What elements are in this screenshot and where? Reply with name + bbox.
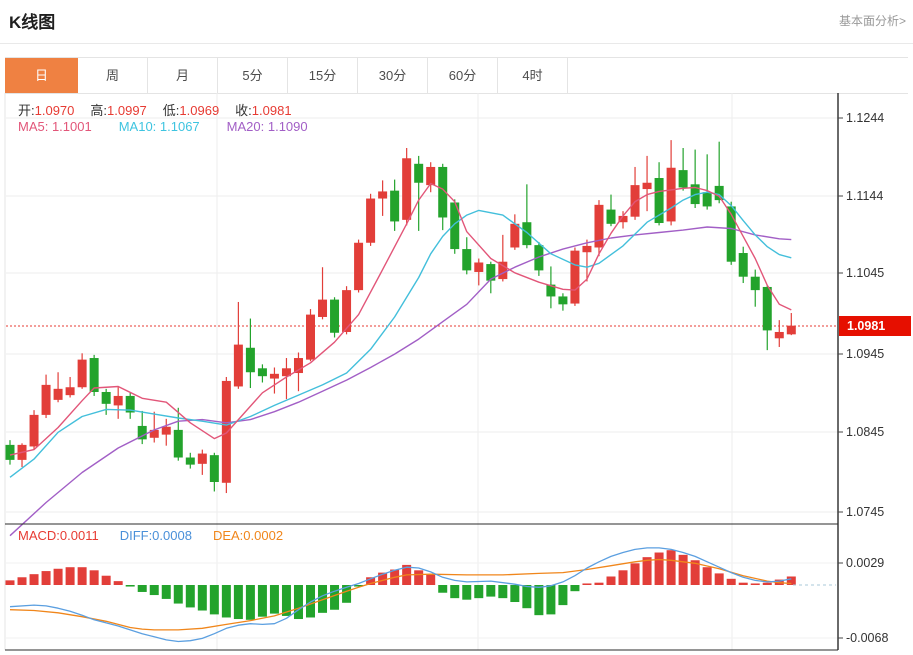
high-value: 1.0997 <box>107 103 147 118</box>
axis-tick-label: 1.0845 <box>846 425 885 439</box>
ohlc-open: 开:1.0970 <box>18 100 74 119</box>
low-label: 低: <box>162 103 180 118</box>
ma-readout: MA5: 1.1001 MA10: 1.1067 MA20: 1.1090 <box>18 119 308 134</box>
axis-tick-label: 1.1045 <box>846 266 885 280</box>
tab-60min[interactable]: 60分 <box>428 58 498 93</box>
close-label: 收: <box>235 103 252 118</box>
macd-value: MACD:0.0011 <box>18 528 99 543</box>
open-value: 1.0970 <box>34 103 75 118</box>
high-label: 高: <box>90 103 108 118</box>
page-title: K线图 <box>9 13 56 32</box>
tab-5min[interactable]: 5分 <box>218 58 288 93</box>
tab-daily[interactable]: 日 <box>5 58 78 93</box>
dea-value: DEA:0.0002 <box>212 528 284 543</box>
axis-tick-label: 0.0029 <box>846 556 885 570</box>
axis-tick-label: 1.0745 <box>846 505 885 519</box>
tab-30min[interactable]: 30分 <box>358 58 428 93</box>
title-divider <box>0 43 913 44</box>
axis-tick-label: 1.0945 <box>846 347 885 361</box>
ohlc-close: 收:1.0981 <box>235 100 291 119</box>
low-value: 1.0969 <box>179 103 220 118</box>
current-price-badge: 1.0981 <box>839 316 911 336</box>
macd-readout: MACD:0.0011 DIFF:0.0008 DEA:0.0002 <box>18 528 283 543</box>
diff-value: DIFF:0.0008 <box>119 528 192 543</box>
open-label: 开: <box>18 103 35 118</box>
ohlc-readout: 开:1.0970 高:1.0997 低:1.0969 收:1.0981 <box>18 100 292 119</box>
period-tabbar: 日 周 月 5分 15分 30分 60分 4时 <box>5 57 908 94</box>
axis-tick-label: 1.1244 <box>846 111 885 125</box>
tab-monthly[interactable]: 月 <box>148 58 218 93</box>
axis-tick-label: -0.0068 <box>846 631 889 645</box>
ohlc-high: 高:1.0997 <box>90 100 146 119</box>
tab-weekly[interactable]: 周 <box>78 58 148 93</box>
tab-15min[interactable]: 15分 <box>288 58 358 93</box>
fundamental-analysis-link[interactable]: 基本面分析> <box>838 14 906 28</box>
ma5-value: MA5: 1.1001 <box>18 119 92 134</box>
tab-4hour[interactable]: 4时 <box>498 58 568 93</box>
close-value: 1.0981 <box>251 103 292 118</box>
ma10-value: MA10: 1.1067 <box>118 119 200 134</box>
axis-tick-label: 1.1144 <box>846 189 884 203</box>
ohlc-low: 低:1.0969 <box>163 100 219 119</box>
ma20-value: MA20: 1.1090 <box>226 119 308 134</box>
